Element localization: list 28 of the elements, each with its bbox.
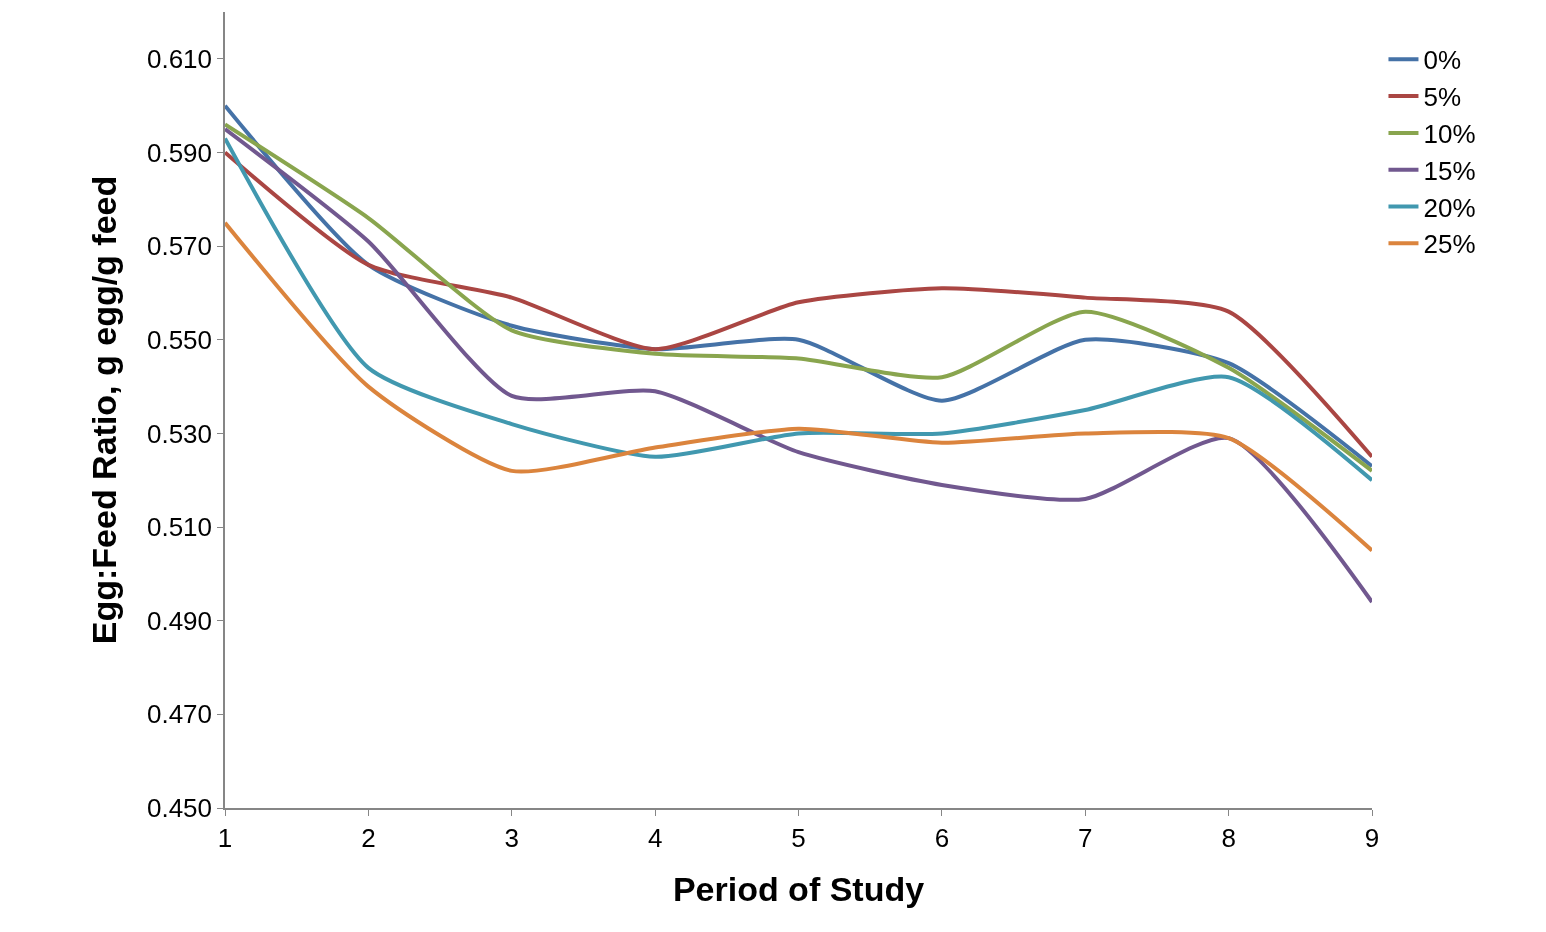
line-series — [225, 220, 1372, 553]
y-tick-label: 0.550 — [146, 324, 213, 355]
y-tick-label: 0.590 — [146, 137, 213, 168]
x-tick-label: 8 — [1221, 822, 1236, 853]
line-series — [225, 127, 1372, 604]
x-tick-label: 6 — [934, 822, 950, 853]
y-tick-label: 0.470 — [146, 699, 213, 730]
x-tick-label: 4 — [647, 822, 663, 853]
legend-label: 5% — [1423, 82, 1462, 113]
x-tick-label: 5 — [791, 822, 806, 853]
x-tick-label: 7 — [1078, 822, 1093, 853]
x-tick-label: 3 — [504, 822, 519, 853]
x-tick-label: 2 — [361, 822, 376, 853]
legend-label: 0% — [1423, 45, 1462, 76]
y-tick-label: 0.610 — [146, 43, 213, 74]
legend-label: 25% — [1423, 229, 1476, 260]
y-tick-label: 0.450 — [146, 793, 213, 824]
x-tick-label: 1 — [217, 822, 233, 853]
legend-label: 15% — [1423, 155, 1476, 186]
y-axis-title: Egg:Feed Ratio, g egg/g feed — [85, 175, 124, 645]
y-tick-label: 0.490 — [146, 605, 213, 636]
y-tick-label: 0.530 — [146, 418, 213, 449]
y-tick-label: 0.510 — [146, 512, 213, 543]
legend-label: 20% — [1423, 192, 1476, 223]
x-tick-label: 9 — [1364, 822, 1380, 853]
legend-label: 10% — [1423, 119, 1476, 150]
y-tick-label: 0.570 — [146, 231, 213, 262]
x-axis-title: Period of Study — [672, 869, 925, 908]
